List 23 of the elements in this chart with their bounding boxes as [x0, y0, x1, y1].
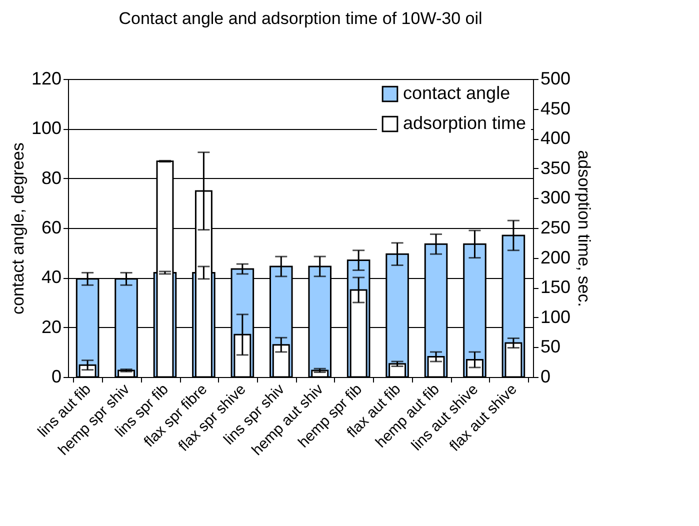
y2-tick-label: 100: [540, 306, 571, 327]
y-tick-label: 40: [41, 267, 62, 288]
y-tick-label: 20: [41, 316, 62, 337]
y-axis-title: contact angle, degrees: [8, 142, 28, 315]
y-tick-label: 60: [41, 218, 62, 238]
legend-label: adsorption time: [403, 113, 526, 133]
y2-tick-label: 50: [540, 336, 561, 357]
y2-axis-title: adsorption time, sec.: [574, 150, 594, 307]
y2-tick-label: 0: [540, 366, 551, 386]
y2-tick-label: 150: [540, 277, 571, 298]
y2-tick-label: 300: [540, 188, 571, 208]
y2-tick-label: 350: [540, 158, 571, 178]
y-tick-label: 100: [31, 118, 62, 138]
y2-tick-label: 250: [540, 218, 571, 238]
y2-tick-label: 400: [540, 128, 571, 148]
y-tick-label: 80: [41, 168, 62, 188]
y2-tick-label: 500: [540, 68, 571, 88]
y2-tick-label: 450: [540, 98, 571, 118]
y-tick-label: 0: [51, 366, 62, 386]
legend-label: contact angle: [403, 83, 510, 103]
y-tick-label: 120: [31, 68, 62, 88]
chart-title: Contact angle and adsorption time of 10W-30 oil: [118, 9, 482, 28]
y2-tick-label: 200: [540, 247, 571, 268]
